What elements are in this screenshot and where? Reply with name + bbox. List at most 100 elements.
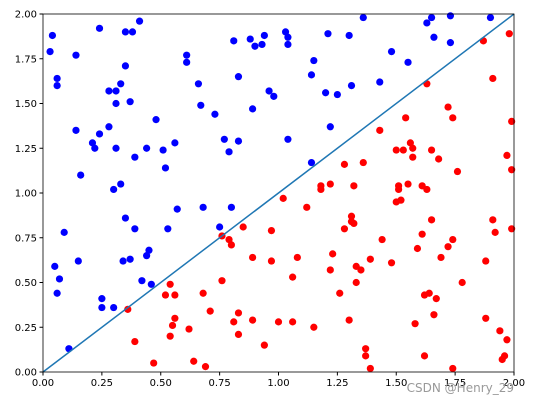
point: [267, 226, 276, 235]
point: [340, 225, 349, 233]
x-tick-label: 0.75: [208, 378, 230, 389]
point: [246, 35, 254, 43]
point: [347, 218, 356, 226]
point: [126, 255, 134, 263]
point: [197, 101, 205, 109]
point: [131, 225, 139, 233]
point: [505, 30, 513, 38]
point: [347, 82, 356, 90]
point: [220, 135, 228, 143]
point: [121, 214, 130, 222]
point: [74, 257, 82, 265]
point: [444, 243, 452, 251]
point: [46, 47, 54, 56]
point: [98, 303, 106, 312]
point: [508, 117, 516, 125]
point: [48, 31, 57, 40]
point: [489, 216, 497, 224]
point: [121, 28, 130, 36]
point: [427, 216, 436, 224]
x-tick-label: 0.00: [32, 378, 54, 389]
point: [347, 212, 356, 220]
point: [336, 289, 344, 297]
point: [230, 37, 238, 45]
point: [281, 28, 290, 36]
point: [387, 259, 396, 267]
point: [112, 99, 120, 108]
point: [98, 295, 106, 303]
point: [248, 253, 257, 262]
point: [88, 139, 97, 147]
y-tick-label: 0.00: [15, 368, 37, 379]
x-tick-label: 2.00: [503, 378, 525, 389]
point: [482, 314, 490, 322]
y-tick-label: 2.00: [15, 10, 37, 21]
point: [437, 253, 445, 262]
y-tick-label: 0.75: [15, 233, 37, 244]
point: [112, 87, 120, 95]
point: [150, 359, 158, 367]
point: [95, 130, 104, 138]
y-tick-label: 1.75: [15, 54, 37, 65]
point: [345, 316, 353, 324]
point: [446, 12, 455, 20]
point: [402, 114, 410, 122]
point: [131, 153, 139, 161]
plot-frame: [42, 13, 515, 373]
point: [135, 17, 144, 25]
point: [270, 92, 278, 100]
point: [164, 225, 172, 233]
x-tick-label: 1.00: [267, 378, 289, 389]
point: [183, 51, 191, 59]
y-tick-label: 0.25: [15, 323, 37, 334]
point: [260, 341, 268, 349]
point: [359, 158, 367, 167]
point: [293, 253, 301, 262]
point: [55, 275, 64, 283]
point: [430, 311, 438, 319]
point: [392, 146, 400, 154]
point: [423, 19, 431, 27]
x-tick-label: 1.50: [385, 378, 407, 389]
point: [166, 332, 174, 340]
point: [60, 228, 68, 236]
point: [500, 352, 509, 360]
point: [91, 144, 99, 152]
point: [234, 309, 243, 317]
point: [117, 80, 125, 88]
point: [53, 289, 61, 297]
point: [418, 230, 426, 238]
point: [329, 250, 337, 258]
point: [234, 73, 243, 81]
point: [131, 337, 139, 346]
point: [449, 235, 457, 244]
point: [458, 278, 466, 287]
point: [284, 135, 292, 143]
x-tick-label: 0.25: [91, 378, 113, 389]
point: [138, 277, 146, 285]
point: [420, 352, 429, 360]
point: [171, 291, 179, 299]
y-tick-label: 1.25: [15, 144, 37, 155]
point: [53, 82, 61, 90]
point: [409, 144, 417, 152]
point: [376, 78, 384, 86]
point: [161, 164, 170, 172]
point: [183, 58, 191, 66]
point: [366, 364, 374, 373]
point: [322, 89, 330, 97]
point: [326, 180, 334, 188]
x-tick-label: 0.50: [150, 378, 172, 389]
point: [435, 155, 443, 163]
point: [307, 158, 316, 167]
point: [105, 87, 113, 95]
point: [72, 51, 80, 59]
point: [366, 255, 374, 263]
point: [427, 13, 436, 22]
point: [482, 257, 490, 265]
point: [51, 262, 59, 270]
point: [95, 24, 104, 32]
point: [173, 205, 181, 213]
point: [427, 146, 436, 154]
